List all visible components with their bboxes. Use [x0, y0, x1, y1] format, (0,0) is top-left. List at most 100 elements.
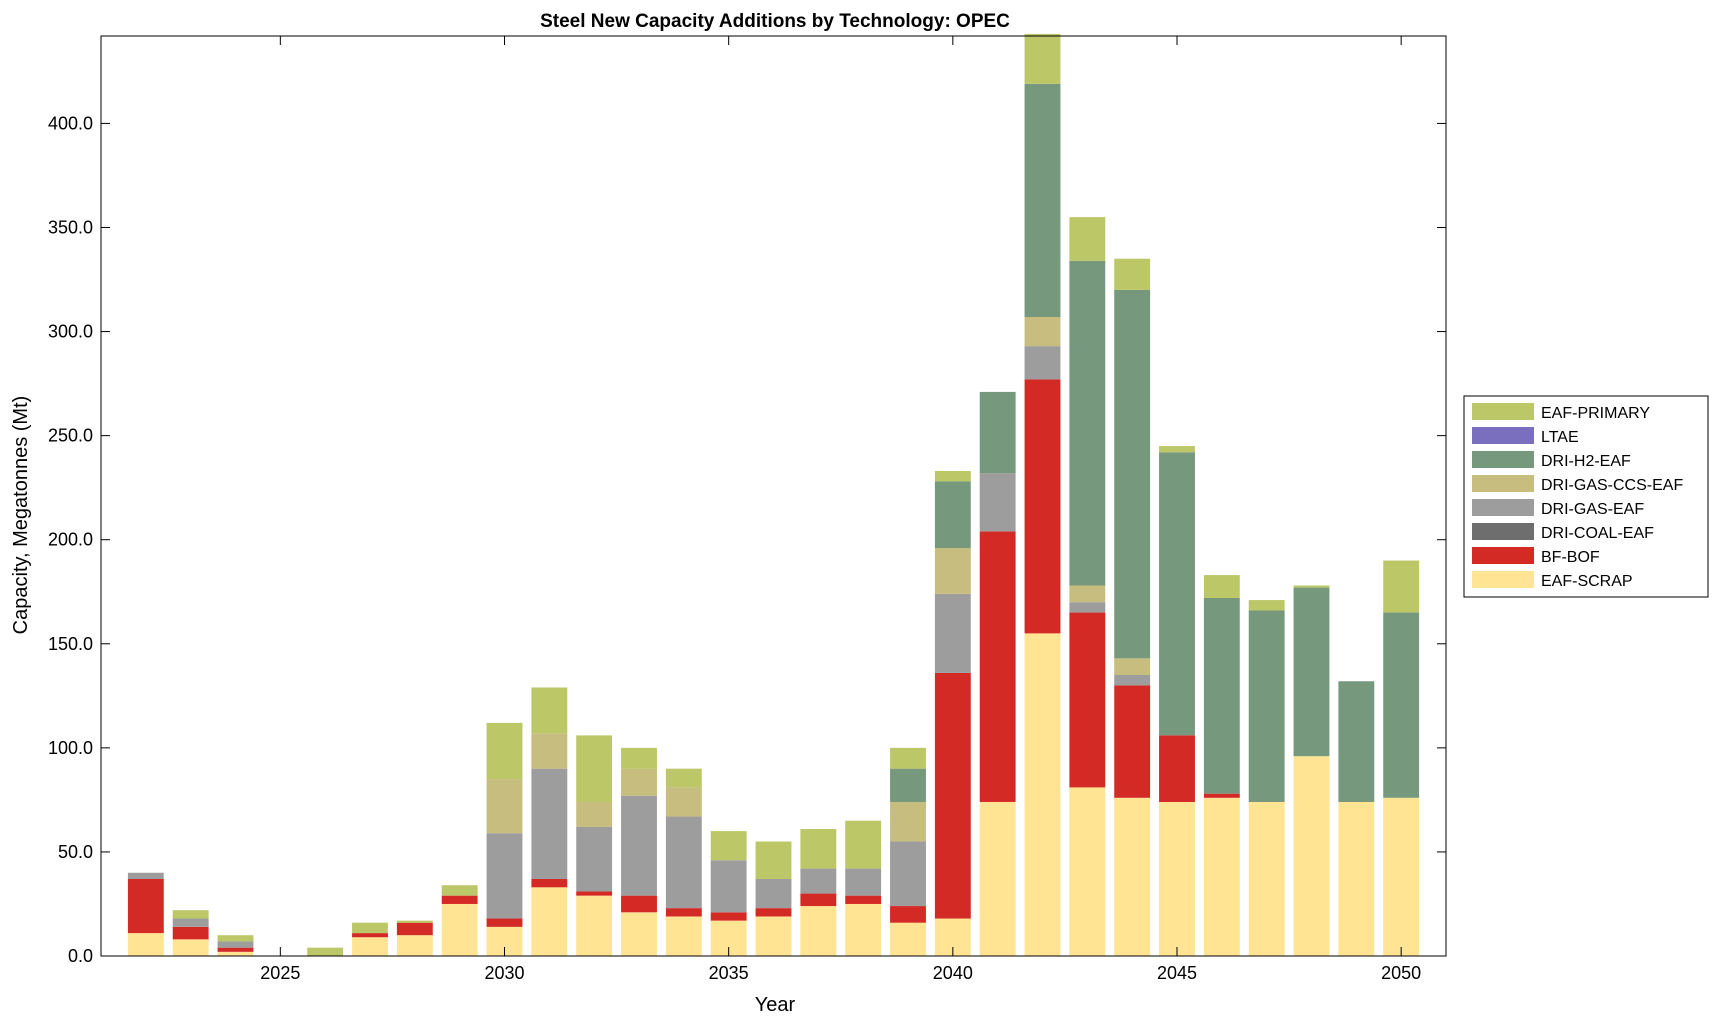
bar-dri-h2-eaf-2042 — [1024, 83, 1061, 317]
bar-eaf-scrap-2038 — [845, 903, 882, 956]
bar-dri-h2-eaf-2050 — [1383, 612, 1420, 798]
bar-dri-gas-ccs-eaf-2039 — [890, 801, 926, 842]
bar-bf-bof-2046 — [1203, 793, 1240, 798]
bar-dri-gas-ccs-eaf-2044 — [1114, 658, 1151, 675]
bar-eaf-scrap-2023 — [172, 939, 209, 956]
legend-label-eaf-scrap: EAF-SCRAP — [1541, 573, 1633, 590]
legend-swatch-eaf-primary — [1472, 403, 1534, 420]
bar-eaf-scrap-2033 — [621, 912, 657, 956]
bar-eaf-primary-2031 — [531, 687, 568, 734]
bar-dri-h2-eaf-2043 — [1069, 260, 1106, 586]
chart-title: Steel New Capacity Additions by Technolo… — [540, 11, 1010, 32]
y-tick-label: 250.0 — [48, 426, 93, 446]
bar-eaf-scrap-2029 — [441, 903, 478, 956]
legend-swatch-eaf-scrap — [1472, 571, 1534, 588]
bar-dri-h2-eaf-2045 — [1159, 452, 1195, 736]
plot-area-frame — [100, 35, 1447, 957]
bar-eaf-primary-2023 — [172, 910, 209, 919]
bar-dri-gas-ccs-eaf-2043 — [1069, 585, 1106, 603]
bar-eaf-scrap-2041 — [979, 801, 1016, 956]
bar-dri-gas-ccs-eaf-2042 — [1024, 317, 1061, 347]
bar-eaf-primary-2024 — [217, 935, 254, 942]
legend-label-dri-coal-eaf: DRI-COAL-EAF — [1541, 525, 1654, 542]
bar-eaf-primary-2027 — [352, 922, 388, 934]
bar-eaf-primary-2047 — [1248, 600, 1285, 611]
bar-dri-h2-eaf-2039 — [890, 768, 926, 802]
bar-dri-gas-eaf-2035 — [710, 860, 747, 913]
bar-eaf-scrap-2043 — [1069, 787, 1106, 956]
legend-label-dri-gas-ccs-eaf: DRI-GAS-CCS-EAF — [1541, 477, 1683, 494]
bar-eaf-primary-2042 — [1024, 33, 1061, 84]
bar-dri-gas-eaf-2040 — [934, 593, 971, 673]
bar-eaf-scrap-2042 — [1024, 633, 1061, 956]
bar-bf-bof-2041 — [979, 531, 1016, 802]
bar-dri-gas-eaf-2036 — [755, 878, 792, 909]
bar-eaf-primary-2045 — [1159, 446, 1195, 453]
y-tick-label: 400.0 — [48, 113, 93, 133]
legend-swatch-dri-gas-eaf — [1472, 499, 1534, 516]
y-tick-label: 100.0 — [48, 738, 93, 758]
legend-label-bf-bof: BF-BOF — [1541, 549, 1600, 566]
bar-bf-bof-2035 — [710, 912, 747, 921]
bar-dri-gas-eaf-2038 — [845, 868, 882, 896]
bar-eaf-scrap-2022 — [127, 933, 164, 956]
bar-bf-bof-2042 — [1024, 379, 1061, 634]
bar-bf-bof-2043 — [1069, 612, 1106, 788]
x-tick-label: 2030 — [484, 963, 524, 983]
bar-eaf-scrap-2049 — [1338, 801, 1375, 956]
y-tick-label: 150.0 — [48, 634, 93, 654]
y-tick-label: 300.0 — [48, 322, 93, 342]
bar-eaf-scrap-2036 — [755, 916, 792, 956]
bar-eaf-primary-2034 — [665, 768, 702, 788]
bar-eaf-primary-2043 — [1069, 217, 1106, 261]
bar-eaf-primary-2050 — [1383, 560, 1420, 613]
bar-dri-gas-eaf-2034 — [665, 816, 702, 909]
legend-swatch-dri-gas-ccs-eaf — [1472, 475, 1534, 492]
bar-eaf-primary-2026 — [307, 947, 344, 956]
bar-dri-gas-ccs-eaf-2040 — [934, 548, 971, 594]
bar-dri-gas-eaf-2043 — [1069, 602, 1106, 613]
bar-bf-bof-2027 — [352, 933, 388, 938]
bar-dri-gas-eaf-2031 — [531, 768, 568, 879]
bar-dri-h2-eaf-2047 — [1248, 610, 1285, 802]
bar-eaf-primary-2038 — [845, 820, 882, 869]
legend-label-eaf-primary: EAF-PRIMARY — [1541, 405, 1650, 422]
x-tick-label: 2045 — [1157, 963, 1197, 983]
bar-dri-gas-eaf-2042 — [1024, 346, 1061, 380]
bar-dri-h2-eaf-2041 — [979, 391, 1016, 474]
bar-bf-bof-2031 — [531, 878, 568, 888]
bar-bf-bof-2044 — [1114, 685, 1151, 798]
bar-dri-gas-ccs-eaf-2031 — [531, 733, 568, 769]
bar-eaf-scrap-2048 — [1293, 756, 1330, 956]
x-tick-label: 2040 — [933, 963, 973, 983]
bar-bf-bof-2038 — [845, 895, 882, 904]
bar-eaf-scrap-2024 — [217, 951, 254, 956]
bar-bf-bof-2036 — [755, 908, 792, 917]
bar-dri-gas-ccs-eaf-2034 — [665, 787, 702, 817]
legend-swatch-dri-h2-eaf — [1472, 451, 1534, 468]
bar-bf-bof-2022 — [127, 878, 164, 934]
x-tick-label: 2025 — [260, 963, 300, 983]
bar-dri-gas-ccs-eaf-2032 — [576, 801, 613, 827]
legend-swatch-bf-bof — [1472, 547, 1534, 564]
bar-bf-bof-2030 — [486, 918, 523, 927]
bar-eaf-primary-2037 — [800, 829, 837, 869]
bar-bf-bof-2024 — [217, 947, 254, 952]
y-tick-label: 200.0 — [48, 530, 93, 550]
bar-eaf-scrap-2031 — [531, 887, 568, 956]
legend-swatch-ltae — [1472, 427, 1534, 444]
bar-dri-h2-eaf-2044 — [1114, 289, 1151, 659]
bar-dri-gas-eaf-2030 — [486, 833, 523, 919]
bar-eaf-scrap-2028 — [396, 935, 433, 956]
bar-bf-bof-2032 — [576, 891, 613, 896]
bar-dri-gas-eaf-2044 — [1114, 675, 1151, 686]
bar-eaf-primary-2048 — [1293, 585, 1330, 588]
bar-dri-gas-eaf-2023 — [172, 918, 209, 927]
bar-eaf-primary-2035 — [710, 831, 747, 861]
bar-bf-bof-2040 — [934, 672, 971, 919]
legend-label-ltae: LTAE — [1541, 429, 1579, 446]
bar-eaf-primary-2046 — [1203, 575, 1240, 598]
bar-bf-bof-2033 — [621, 895, 657, 913]
bar-eaf-scrap-2050 — [1383, 797, 1420, 956]
